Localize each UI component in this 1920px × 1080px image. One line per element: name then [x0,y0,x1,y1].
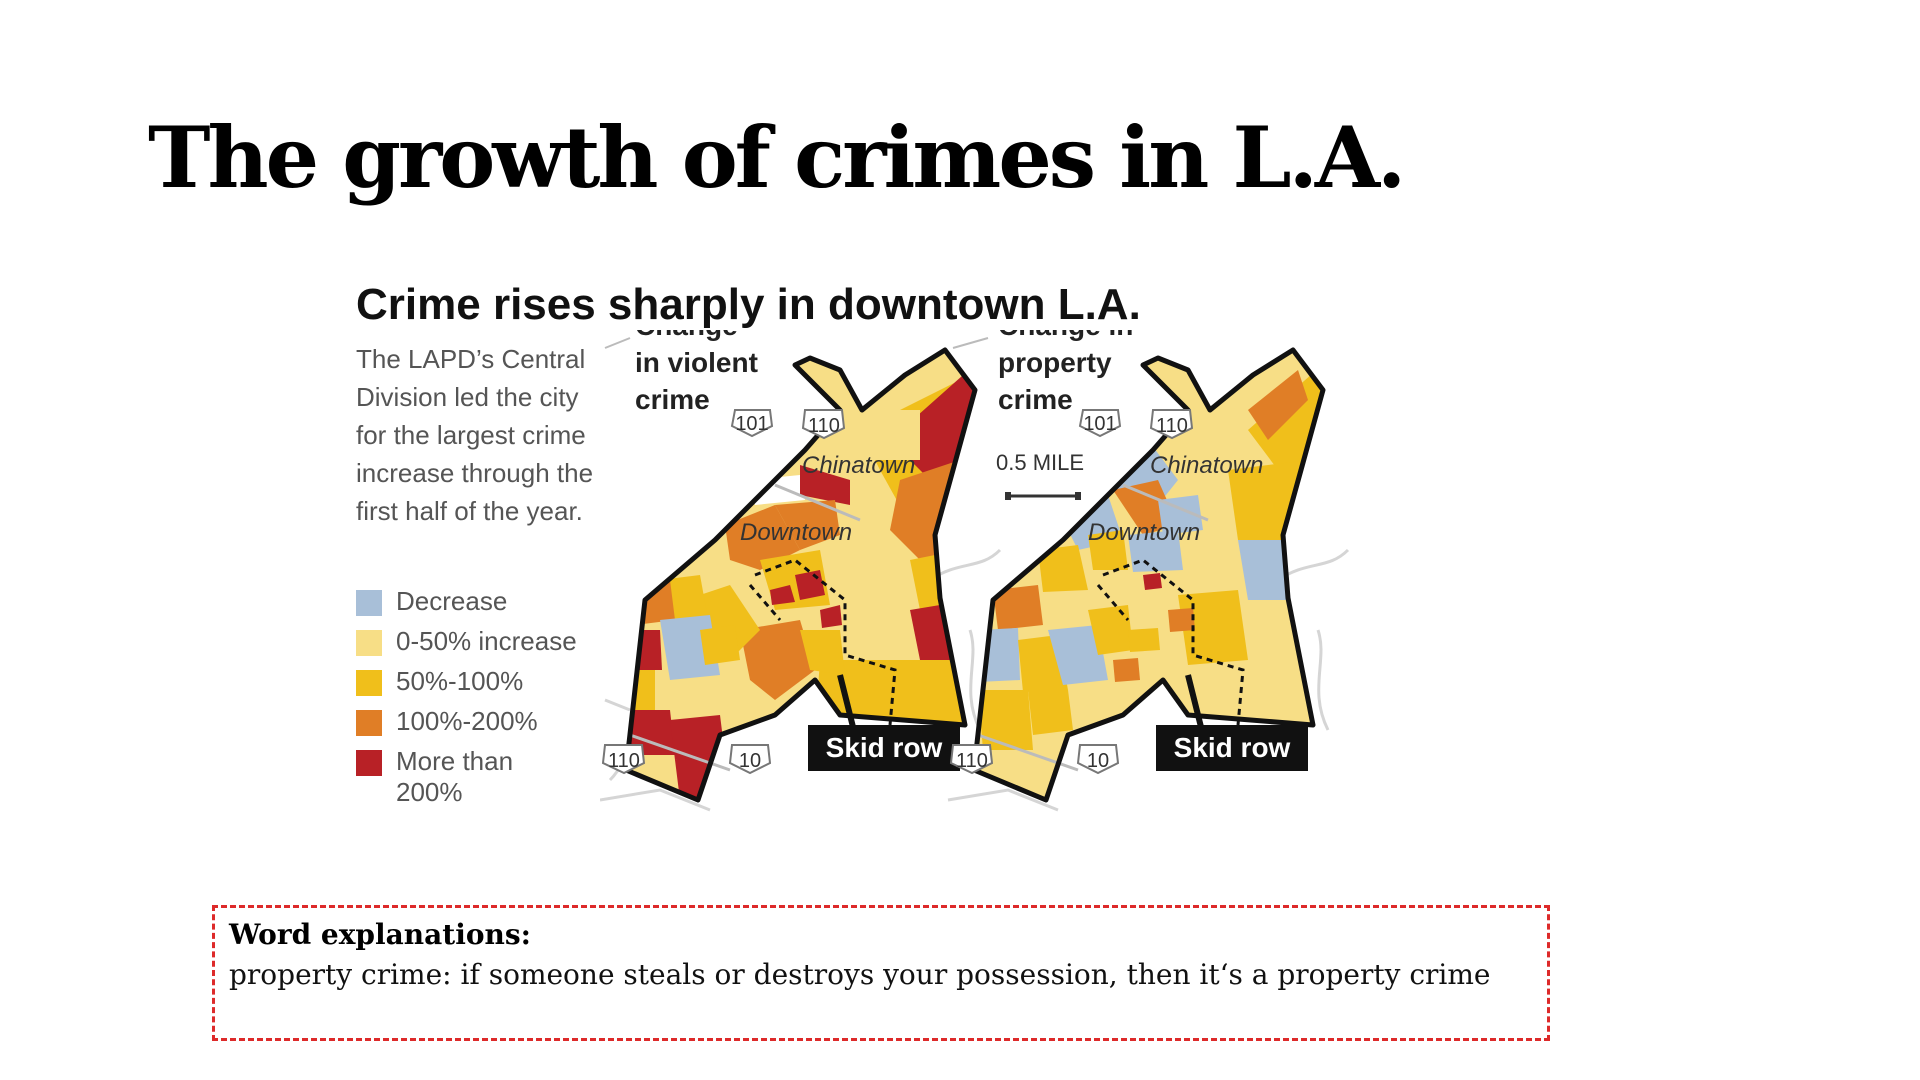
skid-row-callout [808,725,960,771]
figure-title: Crime rises sharply in downtown L.A. [356,280,1141,329]
district [1113,658,1140,682]
chinatown-label: Chinatown [1150,452,1263,479]
legend-swatch [356,590,382,616]
district [993,585,1043,630]
district [1048,625,1108,685]
district [800,630,845,675]
skid-row-boundary [1102,558,1245,726]
district [1168,608,1195,632]
freeway-shield-110: 110 [1149,409,1194,440]
legend-item-more-than-200: More than 200% [356,742,616,812]
interior-streets [629,483,861,772]
skid-row-boundary [754,558,897,726]
skid-row-boundary [748,584,782,621]
freeway-shield-10: 10 [728,744,772,775]
legend-label: Decrease [396,586,508,616]
map-heading-line: property [998,347,1112,378]
chinatown-label: Chinatown [802,452,915,479]
district [1128,628,1160,652]
shield-label: 101 [735,413,768,435]
district [1088,605,1133,655]
legend-item-0-50-increase: 0-50% increase [356,622,616,662]
shield-label: 110 [608,750,640,772]
district [740,620,815,700]
district [1143,573,1162,590]
legend-swatch [356,710,382,736]
legend-item-decrease: Decrease [356,582,616,622]
district [1088,530,1128,570]
word-explanations-box: Word explanations: property crime: if so… [212,905,1550,1041]
legend-label: More than 200% [396,746,513,808]
freeway-shield-10: 10 [1076,744,1120,775]
description-line: Division led the city [356,382,579,412]
legend-item-100-200: 100%-200% [356,702,616,742]
district [725,505,800,570]
description-line: for the largest crime [356,420,586,450]
interior-streets [977,483,1209,772]
skid-row-label: Skid row [826,732,943,763]
district [978,690,1033,750]
legend-swatch [356,670,382,696]
district [630,580,675,625]
map-heading-line: in violent [635,347,758,378]
skid-row-label: Skid row [1174,732,1291,763]
district [1028,690,1073,735]
district [795,570,825,600]
district [670,715,725,760]
leader-line [952,337,989,349]
property-heading: Change in property crime [998,330,1133,415]
district [1248,370,1308,440]
downtown-label: Downtown [740,519,852,546]
district [1128,530,1183,572]
map-heading-line: crime [998,384,1073,415]
shield-label: 10 [1087,750,1109,772]
freeway-shield-110: 110 [601,744,646,775]
property-crime-map: Change in property crime 0.5 MILE 101 11… [947,330,1350,812]
skid-row-boundary [1096,584,1130,621]
legend-swatch [356,750,382,776]
skid-row-callout [1156,725,1308,771]
description-line: increase through the [356,458,594,488]
leader-line [604,337,631,349]
word-explanations-heading: Word explanations: [229,918,531,951]
legend-label-line: More than [396,746,514,776]
crime-maps-svg: Change in violent crime 101 110 110 10 [600,330,1350,812]
legend-label: 50%-100% [396,666,524,696]
district [815,660,975,730]
crime-map-figure: Crime rises sharply in downtown L.A. The… [350,270,1490,825]
district [820,605,842,628]
legend-item-50-100: 50%-100% [356,662,616,702]
district [1178,590,1248,665]
map-heading-line: Change in [998,330,1133,341]
freeway-shield-110: 110 [949,744,994,775]
legend-swatch [356,630,382,656]
scale-label: 0.5 MILE [996,450,1084,475]
district [770,585,795,605]
district [1038,545,1088,592]
map-heading-line: crime [635,384,710,415]
slide-title: The growth of crimes in L.A. [148,108,1406,207]
district [775,500,840,550]
downtown-label: Downtown [1088,519,1200,546]
freeway-shield-110: 110 [801,409,846,440]
shield-label: 110 [1156,415,1188,437]
legend-label: 0-50% increase [396,626,577,656]
shield-label: 110 [808,415,840,437]
legend-label-line: 200% [396,777,463,807]
violent-heading: Change in violent crime [635,330,758,415]
shield-label: 110 [956,750,988,772]
description-line: The LAPD’s Central [356,344,586,374]
scale-bar [1005,492,1081,500]
map-heading-line: Change [635,330,738,341]
freeway-shield-101: 101 [730,409,774,438]
legend-label: 100%-200% [396,706,538,736]
district [800,465,850,505]
word-explanation-text: property crime: if someone steals or des… [229,958,1491,991]
freeway-shield-101: 101 [1078,409,1122,438]
district [700,625,740,665]
figure-description: The LAPD’s Central Division led the city… [356,340,636,530]
shield-label: 10 [739,750,761,772]
description-line: first half of the year. [356,496,583,526]
shield-label: 101 [1083,413,1116,435]
